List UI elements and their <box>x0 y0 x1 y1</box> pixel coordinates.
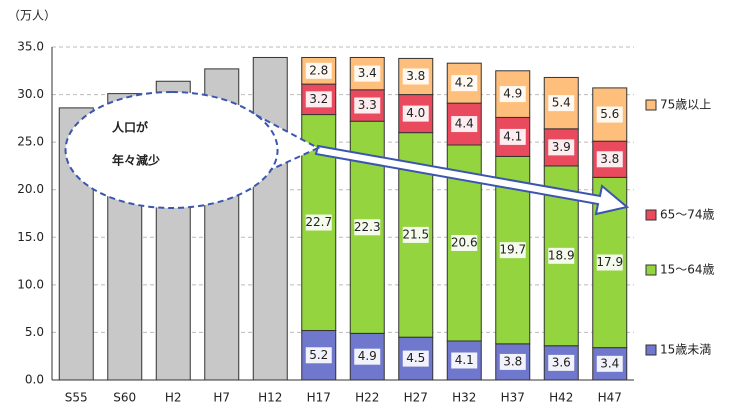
data-label: 3.3 <box>358 98 377 112</box>
label-box <box>402 105 429 122</box>
label-box <box>451 116 478 133</box>
y-tick-label: 10.0 <box>17 277 44 291</box>
label-box <box>354 219 381 236</box>
x-tick-label: H37 <box>501 391 525 405</box>
label-box <box>596 151 623 168</box>
label-box <box>499 128 526 145</box>
legend-swatch <box>645 344 657 356</box>
data-label: 5.4 <box>552 96 571 110</box>
data-label: 2.8 <box>309 63 328 77</box>
label-box <box>596 254 623 271</box>
label-box <box>548 247 575 264</box>
legend-label: 75歳以上 <box>660 98 711 112</box>
x-tick-label: H17 <box>307 391 331 405</box>
label-box <box>402 350 429 367</box>
label-box <box>305 62 332 79</box>
label-box <box>451 75 478 92</box>
callout-text: 人口が <box>112 120 148 135</box>
bar-segment <box>252 56 288 381</box>
label-box <box>499 353 526 370</box>
callout-fill <box>250 130 270 160</box>
data-label: 3.4 <box>600 356 619 370</box>
x-tick-label: H2 <box>165 391 182 405</box>
data-label: 4.9 <box>503 87 522 101</box>
y-unit-label: （万人） <box>8 9 56 23</box>
data-label: 4.9 <box>358 349 377 363</box>
legend-label: 15歳未満 <box>660 343 711 357</box>
x-tick-label: H47 <box>598 391 622 405</box>
data-label: 17.9 <box>596 255 623 269</box>
data-label: 18.9 <box>548 248 575 262</box>
label-box <box>548 139 575 156</box>
label-box <box>305 91 332 108</box>
data-label: 4.1 <box>455 353 474 367</box>
data-label: 4.5 <box>406 351 425 365</box>
data-label: 3.8 <box>503 354 522 368</box>
callout-text: 年々減少 <box>112 153 160 168</box>
y-tick-label: 0.0 <box>25 373 44 387</box>
label-box <box>354 97 381 114</box>
label-box <box>354 65 381 82</box>
data-label: 3.8 <box>600 152 619 166</box>
data-label: 22.7 <box>305 215 332 229</box>
x-tick-label: H27 <box>404 391 428 405</box>
legend-swatch <box>645 264 657 276</box>
label-box <box>402 226 429 243</box>
data-label: 22.3 <box>354 220 381 234</box>
label-box <box>596 106 623 123</box>
label-box <box>402 68 429 85</box>
label-box <box>451 352 478 369</box>
data-label: 5.6 <box>600 107 619 121</box>
label-box <box>548 354 575 371</box>
label-box <box>499 86 526 103</box>
x-tick-label: H32 <box>452 391 476 405</box>
label-box <box>548 95 575 112</box>
trend-arrow <box>314 144 630 216</box>
label-box <box>354 348 381 365</box>
legend-label: 65～74歳 <box>660 208 715 222</box>
legend-label: 15～64歳 <box>660 263 715 277</box>
x-tick-label: S60 <box>113 391 136 405</box>
data-label: 3.2 <box>309 92 328 106</box>
callout <box>64 90 321 210</box>
data-label: 19.7 <box>499 243 526 257</box>
y-tick-label: 5.0 <box>25 325 44 339</box>
data-label: 20.6 <box>451 235 478 249</box>
y-tick-label: 15.0 <box>17 230 44 244</box>
data-label: 3.9 <box>552 140 571 154</box>
data-label: 4.4 <box>455 117 474 131</box>
label-box <box>499 242 526 259</box>
y-tick-label: 25.0 <box>17 135 44 149</box>
data-label: 3.4 <box>358 66 377 80</box>
x-tick-label: H12 <box>258 391 282 405</box>
data-label: 4.2 <box>455 76 474 90</box>
y-tick-label: 30.0 <box>17 87 44 101</box>
data-label: 21.5 <box>402 227 429 241</box>
x-tick-label: S55 <box>65 391 88 405</box>
label-box <box>596 355 623 372</box>
x-tick-label: H7 <box>213 391 230 405</box>
data-label: 4.0 <box>406 106 425 120</box>
legend-swatch <box>645 209 657 221</box>
label-box <box>305 347 332 364</box>
y-tick-label: 20.0 <box>17 182 44 196</box>
label-box <box>305 214 332 231</box>
x-tick-label: H42 <box>549 391 573 405</box>
legend-swatch <box>645 99 657 111</box>
data-label: 3.8 <box>406 69 425 83</box>
data-label: 4.1 <box>503 129 522 143</box>
x-tick-label: H22 <box>355 391 379 405</box>
data-label: 3.6 <box>552 355 571 369</box>
data-label: 5.2 <box>309 348 328 362</box>
label-box <box>451 234 478 251</box>
y-tick-label: 35.0 <box>17 40 44 54</box>
